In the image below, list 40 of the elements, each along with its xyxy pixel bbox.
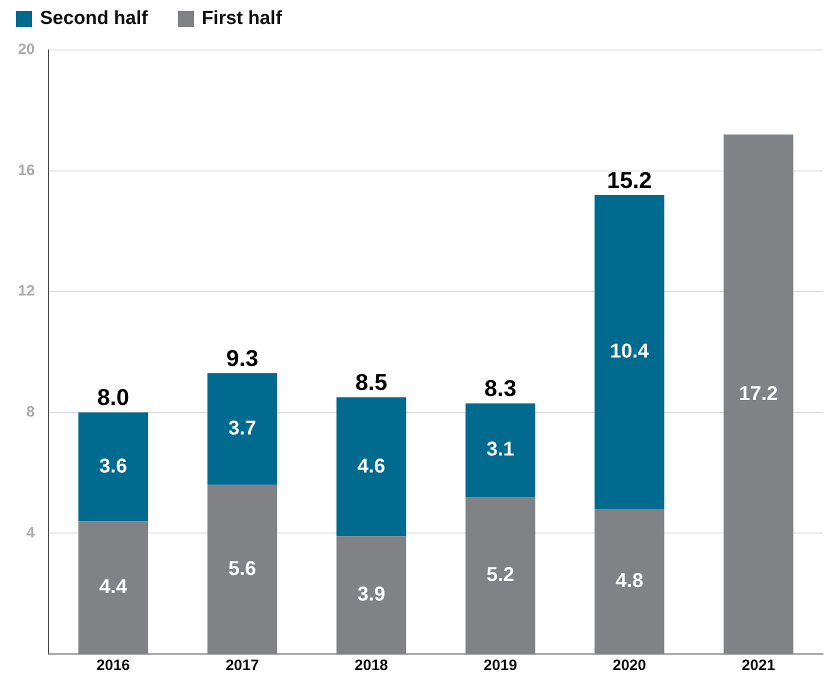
bar — [466, 403, 536, 497]
total-label: 9.3 — [226, 344, 258, 371]
bar — [594, 509, 664, 654]
legend-label: Second half — [40, 8, 148, 30]
data-label: 3.9 — [357, 584, 386, 606]
data-label: 3.6 — [99, 455, 128, 478]
y-tick-label: 16 — [18, 162, 35, 179]
x-tick-label: 2020 — [612, 657, 646, 674]
total-label: 8.5 — [355, 369, 388, 396]
bar — [78, 521, 148, 654]
x-tick-label: 2019 — [484, 657, 518, 674]
bar — [207, 484, 278, 654]
total-label: 8.3 — [484, 375, 516, 402]
x-tick-label: 2021 — [742, 657, 776, 674]
data-label: 3.1 — [486, 438, 514, 461]
bar — [207, 373, 278, 485]
x-tick-label: 2017 — [226, 657, 259, 674]
bar — [336, 536, 406, 654]
data-label: 4.6 — [357, 455, 386, 478]
data-label: 10.4 — [610, 340, 650, 363]
y-tick-label: 20 — [18, 41, 35, 58]
data-label: 4.8 — [616, 570, 644, 592]
total-label: 15.2 — [607, 166, 652, 193]
bar — [78, 412, 148, 522]
y-tick-label: 12 — [18, 282, 35, 300]
total-label: 8.0 — [97, 384, 130, 410]
bar — [466, 496, 536, 654]
y-tick-label: 8 — [26, 404, 35, 421]
bar — [594, 194, 664, 510]
data-label: 4.4 — [99, 576, 128, 598]
bar — [336, 397, 406, 536]
data-label: 17.2 — [739, 382, 778, 405]
y-tick-label: 4 — [26, 524, 36, 542]
data-label: 5.2 — [486, 564, 514, 586]
x-tick-label: 2018 — [354, 657, 388, 674]
data-label: 3.7 — [228, 418, 256, 440]
data-label: 5.6 — [228, 558, 256, 580]
bar — [724, 134, 794, 654]
legend-label: First half — [202, 8, 282, 30]
x-tick-label: 2016 — [96, 657, 130, 674]
